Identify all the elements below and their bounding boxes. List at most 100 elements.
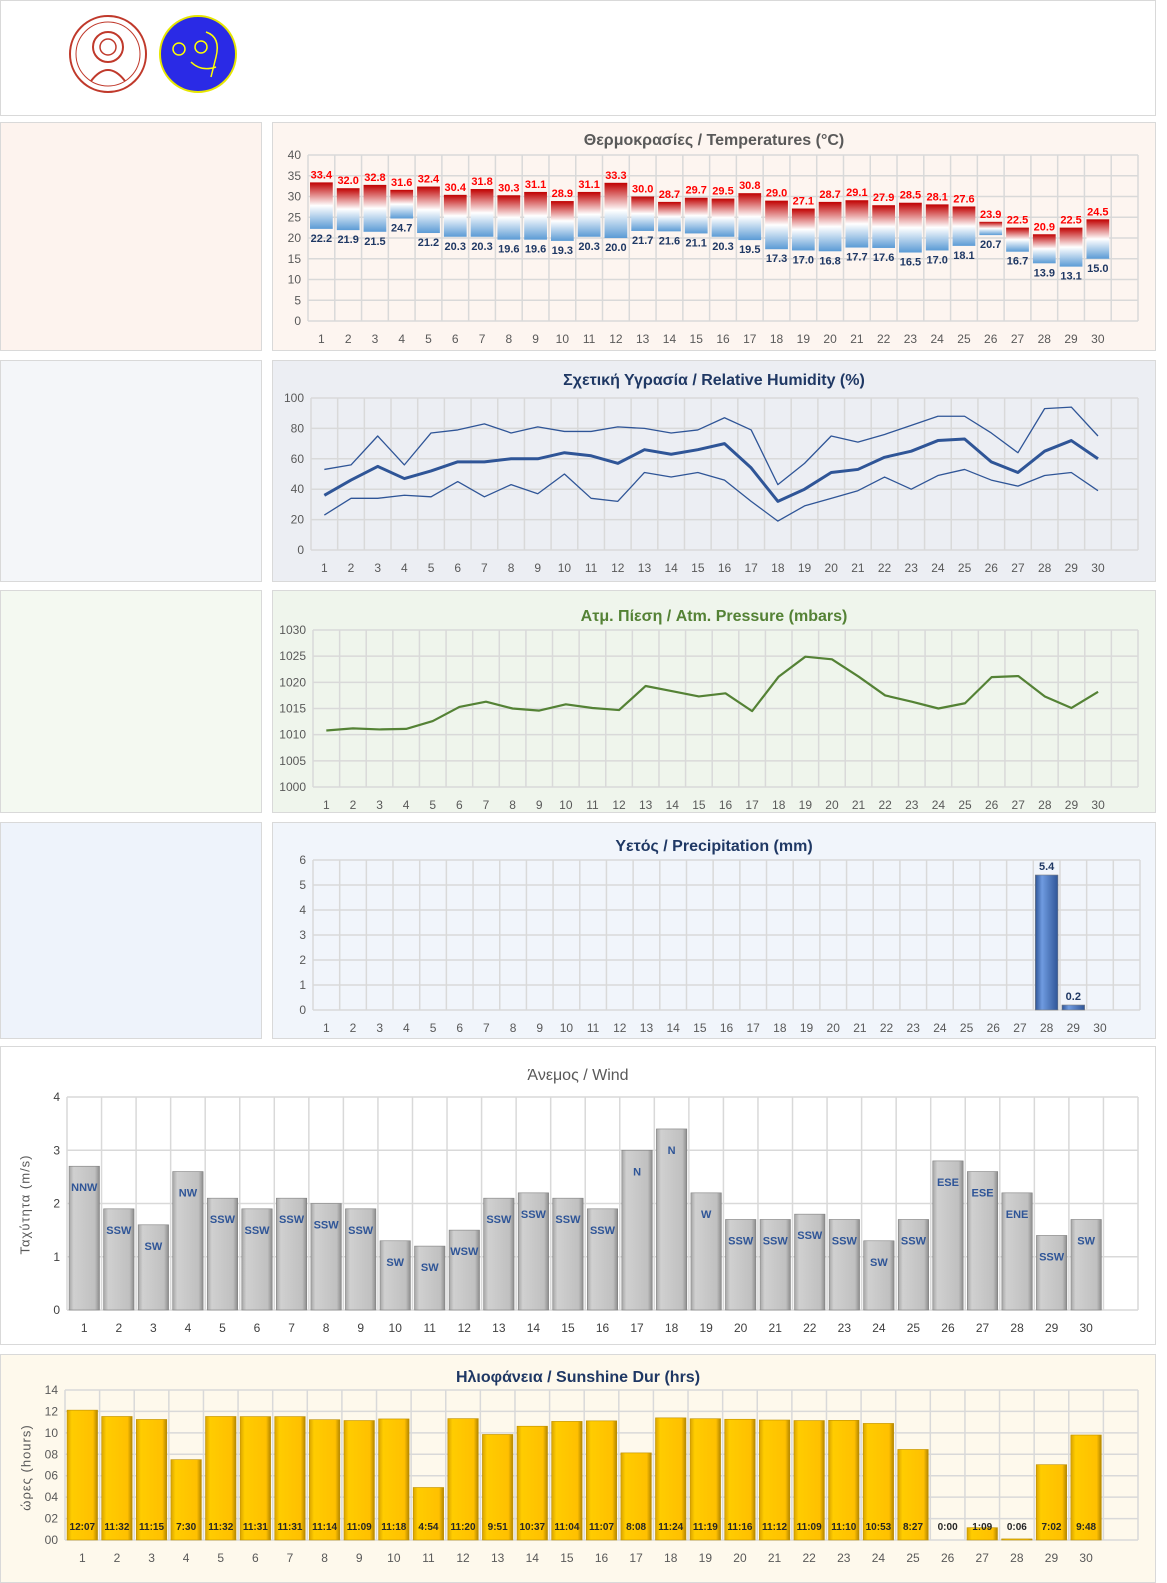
pressure-x-tick-label: 11 <box>586 798 599 812</box>
wind-bar <box>276 1197 308 1311</box>
humidity-x-tick-label: 14 <box>664 561 678 575</box>
sunshine-x-tick-label: 3 <box>148 1551 155 1565</box>
temperature-bar <box>524 191 547 240</box>
temperature-max-label: 31.1 <box>578 179 599 191</box>
precipitation-x-tick-label: 9 <box>536 1021 543 1035</box>
wind-x-tick-label: 5 <box>219 1321 226 1335</box>
precipitation-chart-title: Υετός / Precipitation (mm) <box>615 838 813 855</box>
sunshine-x-tick-label: 24 <box>872 1551 886 1565</box>
wind-x-tick-label: 14 <box>527 1321 541 1335</box>
temperature-x-tick-label: 2 <box>345 332 352 346</box>
precipitation-x-tick-label: 15 <box>693 1021 707 1035</box>
wind-bar <box>552 1197 584 1311</box>
pressure-x-tick-label: 17 <box>745 798 759 812</box>
sunshine-x-tick-label: 12 <box>456 1551 470 1565</box>
humidity-x-tick-label: 18 <box>771 561 785 575</box>
temperature-max-label: 28.7 <box>659 189 680 201</box>
humidity-x-tick-label: 5 <box>428 561 435 575</box>
pressure-x-tick-label: 30 <box>1091 798 1105 812</box>
wind-bar <box>897 1219 929 1311</box>
wind-direction-label: SSW <box>763 1235 789 1247</box>
wind-direction-label: SW <box>421 1262 439 1274</box>
temperature-x-tick-label: 17 <box>743 332 757 346</box>
wind-direction-label: SSW <box>555 1214 581 1226</box>
wind-bar <box>448 1229 480 1311</box>
temperature-bar <box>577 191 601 237</box>
temperature-x-tick-label: 3 <box>372 332 379 346</box>
pressure-y-tick-label: 1015 <box>279 702 306 716</box>
sunshine-x-tick-label: 22 <box>802 1551 816 1565</box>
pressure-x-tick-label: 4 <box>403 798 410 812</box>
temperature-y-tick-label: 30 <box>288 190 302 204</box>
precipitation-x-tick-label: 17 <box>746 1021 760 1035</box>
temperature-max-label: 31.1 <box>525 179 546 191</box>
sunshine-x-tick-label: 20 <box>733 1551 747 1565</box>
precipitation-value-label: 5.4 <box>1039 861 1055 873</box>
sunshine-duration-label: 9:51 <box>488 1522 508 1533</box>
temperature-x-tick-label: 8 <box>505 332 512 346</box>
humidity-x-tick-label: 30 <box>1091 561 1105 575</box>
temperature-min-label: 21.1 <box>686 237 707 249</box>
wind-bar <box>656 1128 688 1311</box>
wind-x-tick-label: 1 <box>81 1321 88 1335</box>
sunshine-bar <box>897 1449 929 1541</box>
wind-x-tick-label: 18 <box>665 1321 679 1335</box>
temperature-bar <box>658 201 681 232</box>
precipitation-x-tick-label: 16 <box>720 1021 734 1035</box>
sunshine-x-tick-label: 30 <box>1079 1551 1093 1565</box>
precipitation-x-tick-label: 12 <box>613 1021 627 1035</box>
wind-direction-label: SSW <box>279 1214 305 1226</box>
humidity-x-tick-label: 7 <box>481 561 488 575</box>
wind-direction-label: N <box>668 1145 676 1157</box>
temperature-x-tick-label: 7 <box>479 332 486 346</box>
wind-bar <box>103 1208 135 1311</box>
pressure-x-tick-label: 23 <box>905 798 919 812</box>
temperature-bar <box>818 201 842 252</box>
sunshine-duration-label: 11:19 <box>693 1522 718 1533</box>
temperature-x-tick-label: 9 <box>532 332 539 346</box>
temperature-x-tick-label: 1 <box>318 332 325 346</box>
sunshine-duration-label: 11:12 <box>762 1522 787 1533</box>
humidity-x-tick-label: 22 <box>878 561 892 575</box>
sunshine-x-tick-label: 10 <box>387 1551 401 1565</box>
pressure-x-tick-label: 16 <box>719 798 733 812</box>
sunshine-x-tick-label: 7 <box>287 1551 294 1565</box>
wind-bar <box>206 1197 238 1311</box>
wind-direction-label: ESE <box>972 1188 994 1200</box>
wind-direction-label: SSW <box>486 1214 512 1226</box>
sunshine-bar <box>447 1418 479 1541</box>
wind-bar <box>621 1149 653 1311</box>
temperature-min-label: 13.9 <box>1034 267 1055 279</box>
temperature-min-label: 21.9 <box>337 234 358 246</box>
humidity-x-tick-label: 1 <box>321 561 328 575</box>
precipitation-x-tick-label: 26 <box>987 1021 1001 1035</box>
temperature-x-tick-label: 29 <box>1064 332 1078 346</box>
wind-x-tick-label: 22 <box>803 1321 817 1335</box>
wind-bar <box>517 1192 549 1311</box>
pressure-x-tick-label: 12 <box>612 798 626 812</box>
precipitation-x-tick-label: 5 <box>430 1021 437 1035</box>
wind-x-tick-label: 16 <box>596 1321 610 1335</box>
wind-bar <box>967 1171 999 1311</box>
temperature-bar <box>390 189 414 219</box>
temperature-max-label: 31.8 <box>471 176 492 188</box>
humidity-y-tick-label: 40 <box>291 482 305 496</box>
sunshine-x-tick-label: 25 <box>906 1551 920 1565</box>
temperature-bar <box>497 195 521 240</box>
sunshine-bar <box>343 1420 375 1541</box>
wind-bar <box>1001 1192 1033 1311</box>
wind-direction-label: ENE <box>1006 1209 1029 1221</box>
side-panel-temperature <box>0 122 262 351</box>
wind-x-tick-label: 12 <box>458 1321 472 1335</box>
pressure-y-tick-label: 1020 <box>279 675 306 689</box>
precipitation-x-tick-label: 3 <box>376 1021 383 1035</box>
wind-bar <box>1070 1219 1102 1311</box>
temperature-max-label: 22.5 <box>1060 215 1081 227</box>
humidity-line-min <box>323 468 1099 522</box>
wind-x-tick-label: 13 <box>492 1321 506 1335</box>
pressure-x-tick-label: 25 <box>958 798 972 812</box>
sunshine-x-tick-label: 27 <box>976 1551 990 1565</box>
temperature-min-label: 20.3 <box>471 241 492 253</box>
temperature-bar <box>604 182 628 238</box>
